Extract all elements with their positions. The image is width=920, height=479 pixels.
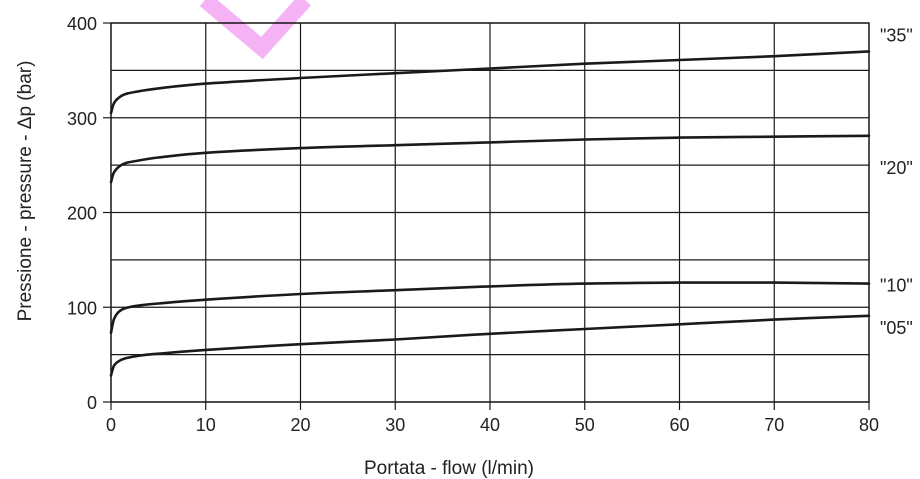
series-line bbox=[109, 314, 871, 377]
y-tick-label: 200 bbox=[67, 204, 97, 224]
y-tick-label: 0 bbox=[87, 393, 97, 413]
grid bbox=[103, 22, 870, 410]
x-tick-labels: 0 10 20 30 40 50 60 70 80 bbox=[106, 415, 879, 435]
series-labels: "35" "20" "10" "05" bbox=[880, 25, 913, 337]
series-line bbox=[109, 50, 871, 115]
watermark-mark bbox=[199, 0, 311, 60]
y-tick-labels: 0 100 200 300 400 bbox=[67, 14, 97, 413]
series-line bbox=[109, 281, 871, 335]
series-line bbox=[109, 134, 871, 184]
x-tick-label: 10 bbox=[196, 415, 216, 435]
series-label: "20" bbox=[880, 158, 913, 178]
x-tick-label: 50 bbox=[575, 415, 595, 435]
x-tick-label: 60 bbox=[669, 415, 689, 435]
curves bbox=[109, 50, 871, 377]
x-axis-title: Portata - flow (l/min) bbox=[364, 458, 534, 479]
series-label: "10" bbox=[880, 276, 913, 296]
x-tick-label: 80 bbox=[859, 415, 879, 435]
y-tick-label: 400 bbox=[67, 14, 97, 34]
x-tick-label: 30 bbox=[385, 415, 405, 435]
y-axis-title: Pressione - pressure - Δp (bar) bbox=[15, 61, 36, 322]
y-tick-label: 100 bbox=[67, 298, 97, 318]
series-label: "05" bbox=[880, 318, 913, 338]
x-tick-label: 40 bbox=[480, 415, 500, 435]
x-tick-label: 0 bbox=[106, 415, 116, 435]
series-label: "35" bbox=[880, 25, 913, 45]
y-tick-label: 300 bbox=[67, 109, 97, 129]
x-tick-label: 70 bbox=[764, 415, 784, 435]
x-tick-label: 20 bbox=[290, 415, 310, 435]
